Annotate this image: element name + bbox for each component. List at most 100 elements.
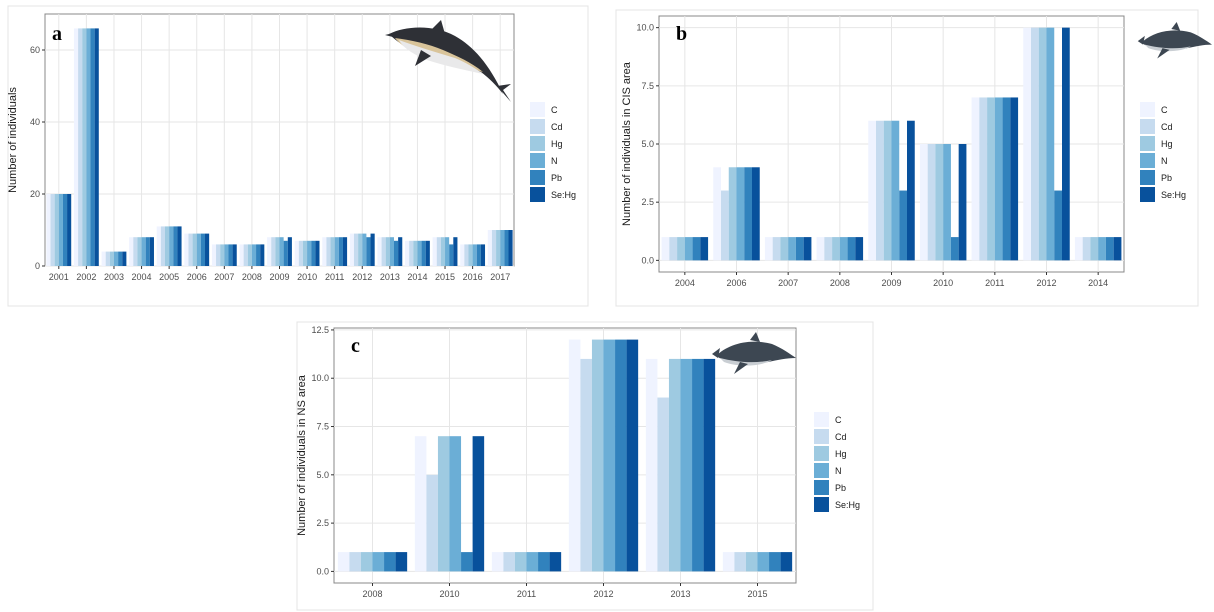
y-tick-label: 0.0: [641, 255, 654, 265]
legend-label: N: [835, 466, 842, 476]
bar-se-hg-2016: [480, 244, 486, 266]
bar-hg-2009: [883, 120, 892, 261]
bar-c-2010: [919, 144, 928, 261]
bar-hg-2014: [1090, 237, 1099, 261]
x-tick-label: 2004: [132, 272, 152, 282]
bar-c-2010: [294, 240, 299, 266]
bar-pb-2007: [795, 237, 804, 261]
bar-se-hg-2001: [67, 194, 72, 266]
bar-c-2011: [322, 237, 327, 266]
bar-pb-2008: [384, 552, 396, 572]
legend-label: Hg: [835, 449, 847, 459]
bar-c-2016: [460, 244, 465, 266]
bar-cd-2009: [876, 120, 884, 261]
x-tick-label: 2016: [463, 272, 483, 282]
y-tick-label: 40: [30, 117, 40, 127]
bar-hg-2008: [832, 237, 840, 261]
bar-se-hg-2002: [94, 28, 99, 267]
legend-label: Se:Hg: [551, 190, 576, 200]
bar-cd-2010: [426, 474, 438, 572]
bar-c-2004: [129, 237, 134, 266]
legend-swatch: [530, 102, 545, 117]
bar-c-2017: [487, 230, 492, 266]
legend-label: Cd: [551, 122, 563, 132]
bar-hg-2015: [745, 552, 758, 572]
bar-pb-2016: [476, 244, 481, 266]
bar-hg-2005: [165, 226, 170, 266]
bar-hg-2006: [192, 233, 197, 266]
panel-a: 0 20 40 60 2001 2002 2003 2004 2005 2006 2007 2008 2…: [7, 5, 589, 307]
y-tick-label: 60: [30, 45, 40, 55]
bar-n-2011: [526, 552, 539, 572]
legend-swatch: [530, 119, 545, 134]
y-tick-label: 7.5: [641, 81, 654, 91]
y-tick-label: 20: [30, 189, 40, 199]
bar-hg-2007: [780, 237, 789, 261]
bar-n-2013: [389, 237, 394, 266]
bar-hg-2010: [437, 436, 450, 572]
bar-cd-2006: [721, 190, 729, 261]
legend-label: Hg: [551, 139, 563, 149]
bar-pb-2010: [461, 552, 473, 572]
legend-label: Cd: [1161, 122, 1173, 132]
x-tick-label: 2008: [242, 272, 262, 282]
x-tick-label: 2010: [439, 589, 459, 599]
legend-label: Se:Hg: [1161, 190, 1186, 200]
legend-label: Pb: [1161, 173, 1172, 183]
bar-se-hg-2006: [205, 233, 210, 266]
x-tick-label: 2007: [778, 278, 798, 288]
bar-cd-2013: [381, 237, 386, 266]
y-tick-label: 2.5: [316, 518, 329, 528]
legend-swatch: [814, 463, 829, 478]
bar-hg-2004: [677, 237, 685, 261]
x-tick-label: 2010: [933, 278, 953, 288]
bar-cd-2011: [326, 237, 331, 266]
bar-se-hg-2011: [342, 237, 348, 266]
x-tick-label: 2009: [881, 278, 901, 288]
bar-n-2012: [1046, 27, 1055, 261]
bar-hg-2006: [728, 167, 737, 261]
y-axis-label: Number of individuals: [7, 87, 19, 193]
legend-swatch: [814, 480, 829, 495]
x-tick-label: 2008: [362, 589, 382, 599]
bar-n-2007: [224, 244, 229, 266]
panel-letter: b: [676, 23, 687, 45]
panel-letter: a: [52, 23, 62, 45]
x-tick-label: 2011: [985, 278, 1004, 288]
legend-swatch: [1140, 136, 1155, 151]
bar-cd-2002: [78, 28, 83, 267]
bar-n-2010: [449, 436, 462, 572]
bar-n-2013: [680, 358, 693, 572]
bar-cd-2012: [1031, 27, 1039, 261]
legend-label: C: [835, 415, 842, 425]
bar-cd-2012: [580, 358, 592, 572]
bar-n-2008: [251, 244, 257, 266]
x-tick-label: 2015: [747, 589, 767, 599]
bar-pb-2012: [366, 237, 371, 266]
bar-hg-2009: [275, 237, 280, 266]
legend-label: Hg: [1161, 139, 1173, 149]
bar-n-2009: [891, 120, 900, 261]
bar-n-2016: [472, 244, 477, 266]
bar-pb-2010: [311, 240, 316, 266]
bar-cd-2001: [50, 194, 55, 266]
bar-hg-2011: [514, 552, 527, 572]
bar-hg-2012: [591, 339, 604, 572]
bar-n-2006: [736, 167, 745, 261]
x-tick-label: 2009: [269, 272, 289, 282]
bar-cd-2005: [160, 226, 166, 266]
y-tick-label: 2.5: [641, 197, 654, 207]
x-tick-label: 2012: [593, 589, 613, 599]
bar-c-2009: [868, 120, 876, 261]
x-tick-label: 2014: [1088, 278, 1108, 288]
bar-hg-2002: [82, 28, 87, 267]
x-tick-label: 2006: [726, 278, 746, 288]
bar-pb-2009: [899, 190, 907, 261]
bar-se-hg-2011: [1010, 97, 1019, 261]
y-tick-label: 12.5: [311, 325, 329, 335]
bar-cd-2003: [105, 251, 110, 266]
bar-cd-2017: [491, 230, 497, 266]
bar-n-2010: [307, 240, 312, 266]
bar-hg-2012: [358, 233, 363, 266]
bar-n-2010: [943, 144, 951, 261]
